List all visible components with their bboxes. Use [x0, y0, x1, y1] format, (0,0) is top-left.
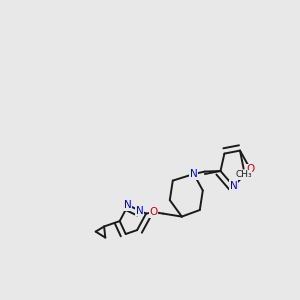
Text: N: N	[124, 200, 132, 210]
Text: N: N	[190, 169, 198, 179]
Text: N: N	[230, 181, 237, 191]
Text: O: O	[149, 207, 158, 217]
Text: N: N	[136, 206, 143, 216]
Text: CH₃: CH₃	[235, 170, 252, 179]
Text: O: O	[246, 164, 255, 175]
